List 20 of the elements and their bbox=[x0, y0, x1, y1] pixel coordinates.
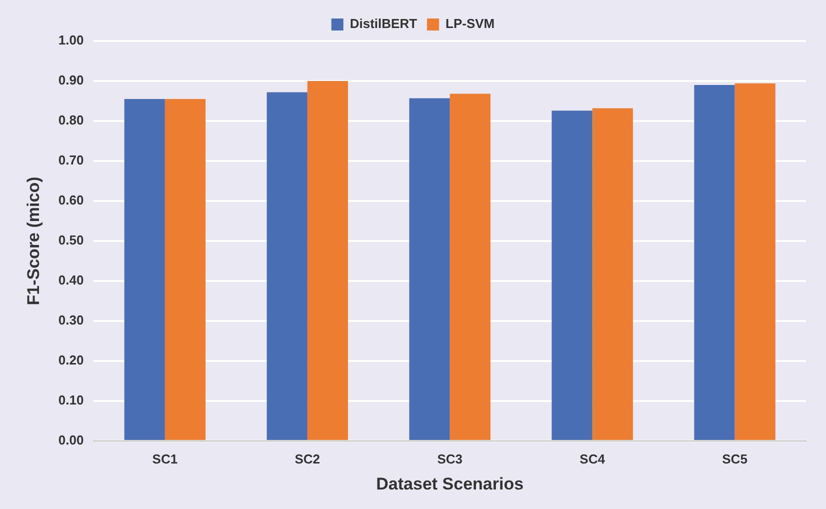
y-tick-label: 0.60 bbox=[58, 192, 84, 208]
y-tick-label: 0.40 bbox=[58, 272, 84, 288]
y-tick-label: 0.30 bbox=[58, 312, 84, 328]
y-tick-label: 1.00 bbox=[58, 32, 84, 48]
legend-label: LP-SVM bbox=[446, 16, 495, 32]
x-axis-title: Dataset Scenarios bbox=[376, 474, 524, 494]
legend-label: DistilBERT bbox=[350, 16, 418, 32]
x-tick-label: SC5 bbox=[722, 451, 748, 466]
x-tick-label: SC3 bbox=[437, 451, 462, 466]
x-tick-label: SC4 bbox=[580, 451, 606, 466]
y-tick-label: 0.50 bbox=[58, 232, 84, 248]
y-axis-title: F1-Score (mico) bbox=[24, 176, 43, 306]
y-tick-label: 0.20 bbox=[58, 352, 84, 368]
y-tick-label: 0.00 bbox=[58, 432, 84, 448]
y-tick-label: 0.90 bbox=[58, 72, 84, 88]
y-tick-label: 0.80 bbox=[58, 112, 84, 128]
x-tick-label: SC2 bbox=[294, 451, 320, 466]
x-tick-label: SC1 bbox=[152, 451, 178, 466]
y-tick-label: 0.10 bbox=[58, 392, 84, 408]
y-tick-label: 0.70 bbox=[58, 152, 84, 168]
